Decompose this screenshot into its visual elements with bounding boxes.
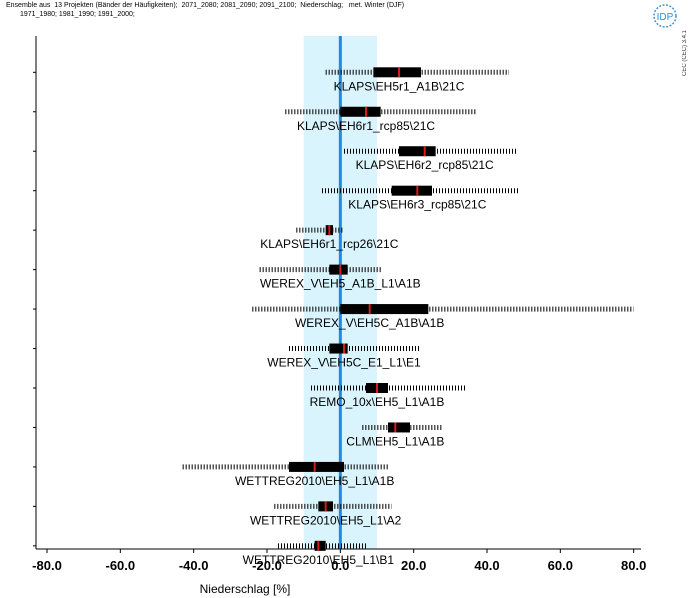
series-label: WEREX_V\EH5_A1B_L1\A1B	[260, 277, 421, 291]
series-row: CLM\EH5_L1\A1B	[33, 422, 444, 448]
range-box	[391, 185, 432, 196]
range-box	[329, 343, 348, 354]
x-tick-label: 80.0	[621, 558, 646, 573]
series-label: KLAPS\EH5r1_A1B\21C	[334, 79, 465, 93]
range-box	[329, 264, 348, 275]
x-tick-label: -80.0	[32, 558, 62, 573]
range-box	[399, 146, 436, 157]
series-row: WETTREG2010\EH5_L1\A2	[33, 501, 402, 527]
series-label: KLAPS\EH6r1_rcp85\21C	[297, 119, 435, 133]
series-label: WEREX_V\EH5C_A1B\A1B	[295, 316, 444, 330]
range-box	[340, 106, 381, 117]
series-row: KLAPS\EH6r1_rcp85\21C	[33, 106, 476, 133]
x-tick-label: -20.0	[252, 558, 282, 573]
series-row: WETTREG2010\EH5_L1\A1B	[33, 461, 394, 488]
series-row: WEREX_V\EH5C_E1_L1\E1	[33, 343, 421, 370]
logo-text: IDP	[657, 12, 674, 23]
series-label: WEREX_V\EH5C_E1_L1\E1	[267, 356, 421, 370]
series-label: REMO_10x\EH5_L1\A1B	[310, 395, 445, 409]
series-row: WETTREG2010\EH5_L1\B1	[33, 540, 395, 567]
header-periods: 2071_2080; 2081_2090; 2091_2100;	[181, 2, 297, 9]
series-row: KLAPS\EH5r1_A1B\21C	[33, 67, 509, 93]
series-row: KLAPS\EH6r1_rcp26\21C	[33, 225, 399, 251]
range-box	[314, 540, 326, 551]
range-box	[340, 304, 429, 315]
header-line-1: Ensemble aus 13 Projekten (Bänder der Hä…	[6, 2, 404, 9]
series-label: WETTREG2010\EH5_L1\A1B	[235, 474, 394, 488]
series-row: WEREX_V\EH5C_A1B\A1B	[33, 304, 634, 330]
range-box	[388, 422, 410, 433]
header-variable: Niederschlag;	[300, 2, 344, 9]
series-label: CLM\EH5_L1\A1B	[346, 434, 444, 448]
header-line-2: 1971_1980; 1981_1990; 1991_2000;	[20, 11, 135, 18]
x-tick-label: -60.0	[106, 558, 136, 573]
range-box	[373, 67, 421, 78]
series-label: KLAPS\EH6r3_rcp85\21C	[348, 198, 486, 212]
series-label: KLAPS\EH6r2_rcp85\21C	[356, 158, 494, 172]
header-season: met. Winter (DJF)	[348, 2, 405, 9]
series-row: WEREX_V\EH5_A1B_L1\A1B	[33, 264, 421, 291]
series-row: KLAPS\EH6r2_rcp85\21C	[33, 146, 517, 172]
header-ensemble: Ensemble aus	[6, 2, 51, 9]
x-tick-label: 60.0	[548, 558, 573, 573]
x-tick-label: 0.0	[331, 558, 349, 573]
header-reference-periods: 1971_1980; 1981_1990; 1991_2000;	[20, 11, 135, 18]
x-tick-label: 40.0	[474, 558, 499, 573]
series-label: WETTREG2010\EH5_L1\A2	[250, 513, 402, 527]
x-tick-label: -40.0	[179, 558, 209, 573]
x-axis-label: Niederschlag [%]	[200, 582, 291, 596]
range-box	[289, 461, 344, 472]
series-label: KLAPS\EH6r1_rcp26\21C	[260, 237, 398, 251]
series-row: KLAPS\EH6r3_rcp85\21C	[33, 185, 520, 212]
series-label: WETTREG2010\EH5_L1\B1	[243, 553, 395, 567]
header-projects: 13 Projekten (Bänder der Häufigkeiten);	[54, 2, 178, 9]
idp-logo: IDP	[645, 3, 685, 29]
x-tick-label: 20.0	[401, 558, 426, 573]
series-row: REMO_10x\EH5_L1\A1B	[33, 382, 465, 409]
